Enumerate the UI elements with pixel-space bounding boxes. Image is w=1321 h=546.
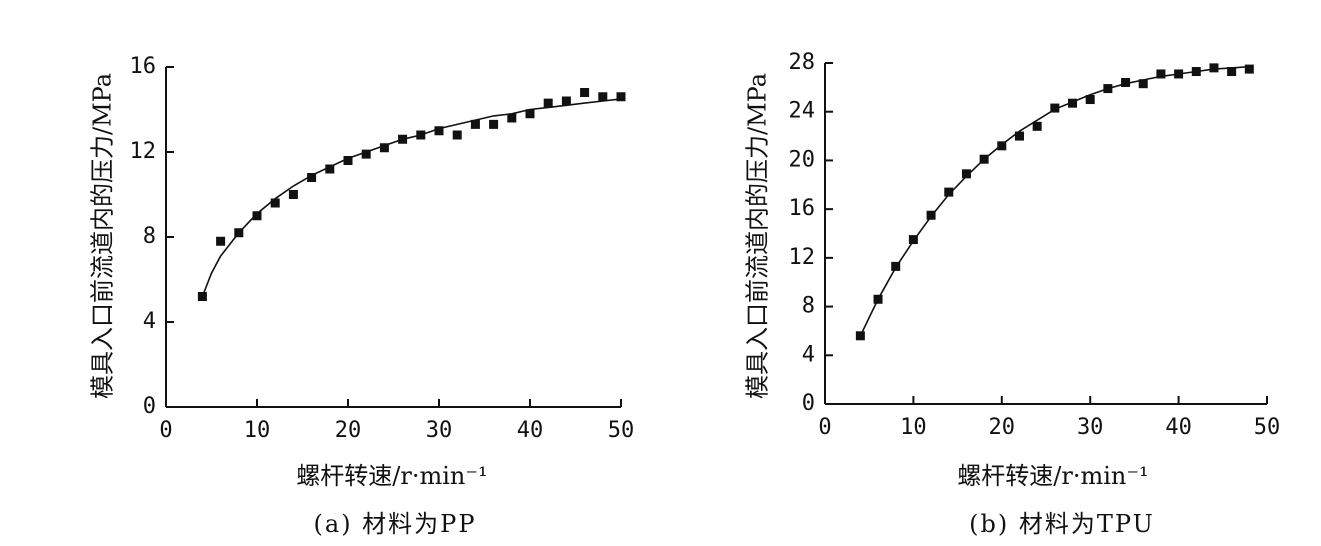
chart-b-xlabel: 螺杆转速/r·min⁻¹ bbox=[957, 462, 1148, 490]
chart-a-xlabel: 螺杆转速/r·min⁻¹ bbox=[296, 462, 487, 490]
chart-b-data-point bbox=[1085, 95, 1095, 105]
chart-b-data-point bbox=[1138, 79, 1148, 89]
chart-b-svg: 0 4 8 12 16 20 24 28 0 10 20 30 40 50 模具入口前流道内的压力/MPa… bbox=[744, 50, 1281, 538]
chart-a-ytick-label: 4 bbox=[143, 309, 156, 334]
chart-b-data-point bbox=[1032, 121, 1042, 131]
chart-a-xtick-label: 20 bbox=[335, 418, 362, 443]
chart-a-data-point bbox=[361, 149, 371, 159]
chart-b-xtick-label: 20 bbox=[989, 415, 1016, 440]
chart-b-ytick-label: 0 bbox=[802, 391, 815, 416]
chart-b-ylabel: 模具入口前流道内的压力/MPa bbox=[744, 73, 772, 399]
chart-b-ytick-label: 12 bbox=[789, 245, 816, 270]
chart-b-ytick-label: 16 bbox=[789, 196, 816, 221]
chart-a-data-point bbox=[325, 164, 335, 174]
chart-b-ytick-label: 4 bbox=[802, 342, 815, 367]
chart-b-xtick-label: 50 bbox=[1254, 415, 1281, 440]
chart-a-caption: (a) 材料为PP bbox=[314, 510, 477, 538]
chart-b-data-point bbox=[997, 141, 1007, 151]
chart-b-xtick-label: 40 bbox=[1165, 415, 1192, 440]
chart-a-data-point bbox=[197, 292, 207, 301]
chart-b-xtick-label: 0 bbox=[818, 415, 831, 440]
chart-a-data-point bbox=[543, 98, 553, 108]
chart-a-data-point bbox=[288, 190, 298, 199]
chart-a-data-point bbox=[452, 130, 462, 140]
chart-a-data-point bbox=[434, 126, 444, 136]
chart-b-ytick-label: 24 bbox=[789, 99, 816, 124]
chart-a-data-point bbox=[489, 119, 499, 129]
chart-b-data-point bbox=[1156, 69, 1166, 79]
chart-a-data-point bbox=[398, 134, 408, 144]
chart-b-data-point bbox=[1244, 64, 1254, 74]
chart-b-data-point bbox=[961, 169, 971, 179]
chart-a-ytick-label: 8 bbox=[143, 224, 156, 249]
chart-a-data-point bbox=[470, 119, 480, 129]
chart-panel-b: 0 4 8 12 16 20 24 28 0 10 20 30 40 50 模具入口前流道内的压力/MPa… bbox=[660, 0, 1321, 546]
chart-a-data-point bbox=[252, 211, 262, 221]
chart-b-data-point bbox=[1050, 103, 1060, 113]
chart-a-data-point bbox=[307, 173, 317, 182]
chart-a-data-point bbox=[561, 96, 571, 106]
chart-b-data-point bbox=[979, 154, 989, 164]
chart-b-data-point bbox=[1209, 63, 1219, 73]
chart-a-ytick-label: 12 bbox=[130, 139, 157, 164]
chart-a-xtick-label: 40 bbox=[517, 418, 544, 443]
chart-b-data-point bbox=[1174, 69, 1184, 79]
chart-a-data-point bbox=[343, 156, 353, 165]
chart-a-data-point bbox=[507, 113, 517, 123]
chart-b-data-point bbox=[891, 261, 901, 271]
chart-a-svg: 0 4 8 12 16 0 10 20 30 40 50 模具入口前流道内的压力/MPa 螺杆转速/… bbox=[89, 54, 635, 538]
chart-a-ytick-label: 16 bbox=[130, 54, 157, 79]
chart-b-ytick-label: 8 bbox=[802, 294, 815, 319]
chart-b-data-point bbox=[944, 187, 954, 197]
chart-a-fit-curve bbox=[201, 98, 622, 297]
chart-a-data-point bbox=[234, 228, 244, 238]
chart-a-data-point bbox=[270, 198, 280, 208]
chart-b-data-point bbox=[1121, 77, 1131, 87]
chart-a-data-point bbox=[525, 109, 535, 119]
chart-b-xtick-label: 30 bbox=[1077, 415, 1104, 440]
chart-b-ytick-label: 20 bbox=[789, 147, 816, 172]
chart-a-xtick-label: 50 bbox=[608, 418, 635, 443]
chart-b-data-point bbox=[1014, 131, 1024, 141]
chart-panel-a: 0 4 8 12 16 0 10 20 30 40 50 模具入口前流道内的压力/MPa 螺杆转速/… bbox=[0, 0, 660, 546]
chart-a-data-point bbox=[616, 92, 626, 102]
chart-a-plot: 0 4 8 12 16 0 10 20 30 40 50 bbox=[130, 54, 635, 443]
chart-b-data-point bbox=[1103, 84, 1113, 94]
chart-a-xtick-label: 10 bbox=[244, 418, 271, 443]
chart-b-data-point bbox=[855, 331, 865, 341]
chart-a-ylabel: 模具入口前流道内的压力/MPa bbox=[89, 73, 117, 399]
chart-a-data-point bbox=[216, 236, 226, 246]
chart-a-data-point bbox=[379, 143, 389, 153]
chart-a-data-point bbox=[598, 92, 608, 102]
chart-b-xtick-label: 10 bbox=[900, 415, 927, 440]
chart-b-data-point bbox=[1068, 98, 1078, 108]
chart-b-caption: (b) 材料为TPU bbox=[969, 510, 1155, 538]
chart-b-data-point bbox=[908, 235, 918, 245]
chart-b-data-point bbox=[1191, 67, 1201, 77]
chart-a-data-point bbox=[580, 88, 590, 97]
chart-b-data-point bbox=[1227, 67, 1237, 77]
chart-b-data-point bbox=[873, 294, 883, 304]
chart-a-data-point bbox=[416, 130, 426, 140]
chart-a-xtick-label: 30 bbox=[426, 418, 453, 443]
chart-a-ytick-label: 0 bbox=[143, 394, 156, 419]
chart-b-plot: 0 4 8 12 16 20 24 28 0 10 20 30 40 50 bbox=[789, 50, 1281, 440]
chart-b-data-point bbox=[926, 210, 936, 220]
chart-a-xtick-label: 0 bbox=[159, 418, 172, 443]
chart-b-ytick-label: 28 bbox=[789, 50, 816, 75]
